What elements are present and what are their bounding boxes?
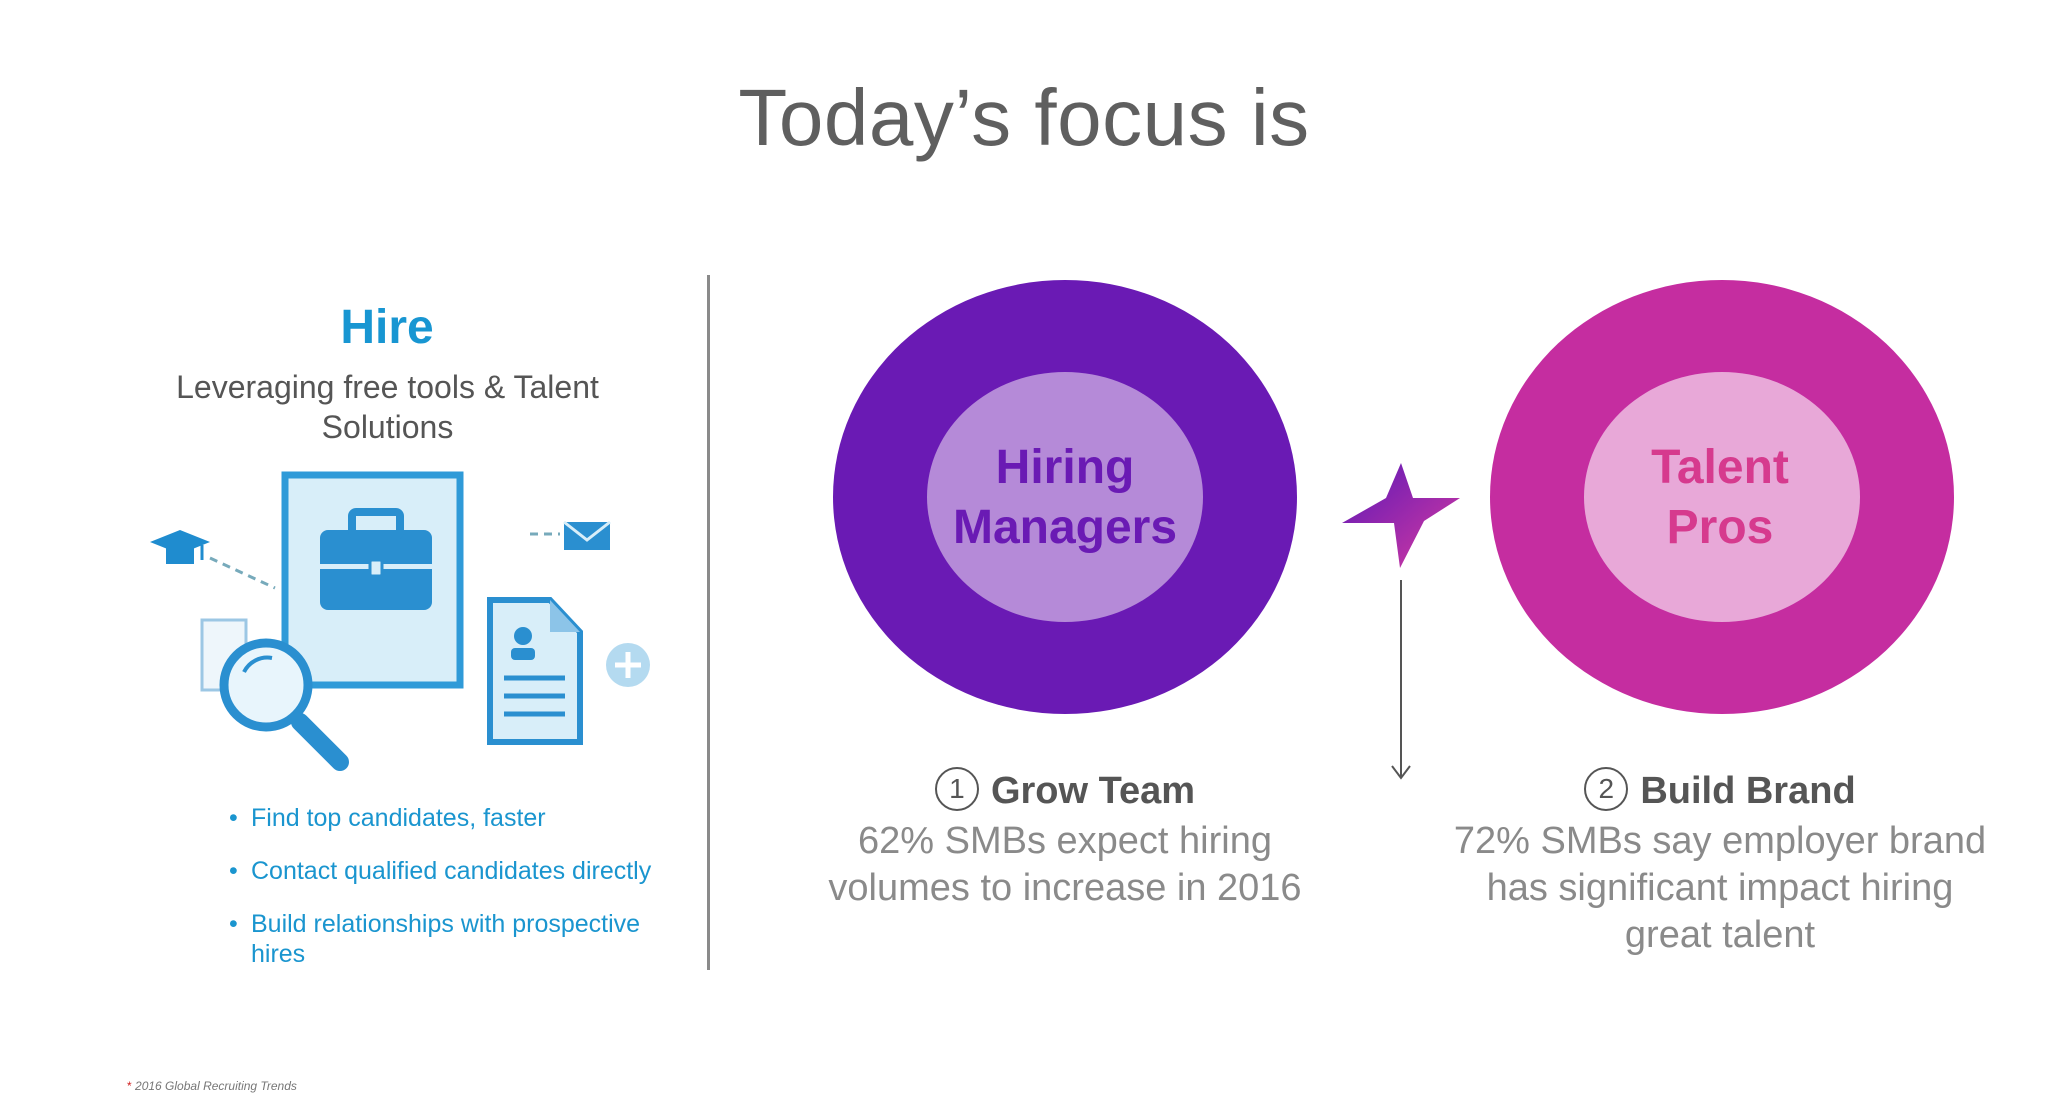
graduation-cap-icon	[150, 530, 210, 564]
hiring-illustration	[150, 471, 650, 771]
plus-icon	[606, 643, 650, 687]
build-brand-heading: 2 Build Brand	[1450, 766, 1990, 815]
hire-heading: Hire	[340, 301, 434, 354]
star-icon	[1342, 463, 1460, 568]
footnote-text: 2016 Global Recruiting Trends	[135, 1079, 297, 1093]
bullet-item: Find top candidates, faster	[225, 803, 685, 833]
talent-pros-line2: Pros	[1666, 501, 1774, 554]
vertical-divider	[707, 275, 710, 970]
down-arrow-icon	[1391, 580, 1411, 780]
number-one-badge: 1	[934, 766, 979, 811]
focus-diagram	[833, 280, 1954, 780]
talent-pros-label: Talent Pros	[1600, 438, 1840, 558]
hire-subtitle: Leveraging free tools & Talent Solutions	[176, 369, 599, 445]
build-brand-stat: 72% SMBs say employer brand has signific…	[1453, 820, 1987, 956]
build-brand-title: Build Brand	[1640, 770, 1856, 812]
footnote: * 2016 Global Recruiting Trends	[127, 1079, 297, 1093]
hire-bullet-list: Find top candidates, faster Contact qual…	[225, 803, 685, 992]
grow-team-heading: 1 Grow Team	[800, 766, 1330, 815]
footnote-asterisk: *	[127, 1079, 132, 1093]
profile-document-icon	[487, 597, 583, 745]
bullet-item: Contact qualified candidates directly	[225, 856, 685, 886]
magnifier-icon	[219, 638, 349, 771]
talent-pros-inner-circle	[1584, 372, 1860, 622]
bullet-item: Build relationships with prospective hir…	[225, 909, 685, 969]
number-two-badge: 2	[1584, 766, 1629, 811]
hiring-managers-label: Hiring Managers	[945, 438, 1185, 558]
hiring-managers-inner-circle	[927, 372, 1203, 622]
envelope-icon	[563, 520, 611, 550]
grow-team-title: Grow Team	[990, 770, 1196, 812]
hiring-managers-line2: Managers	[952, 501, 1178, 554]
talent-pros-line1: Talent	[1651, 441, 1789, 494]
hiring-managers-line1: Hiring	[995, 441, 1135, 494]
slide-title: Today’s focus is	[738, 73, 1310, 162]
briefcase-icon	[320, 508, 432, 610]
grow-team-stat: 62% SMBs expect hiring volumes to increa…	[828, 820, 1302, 909]
